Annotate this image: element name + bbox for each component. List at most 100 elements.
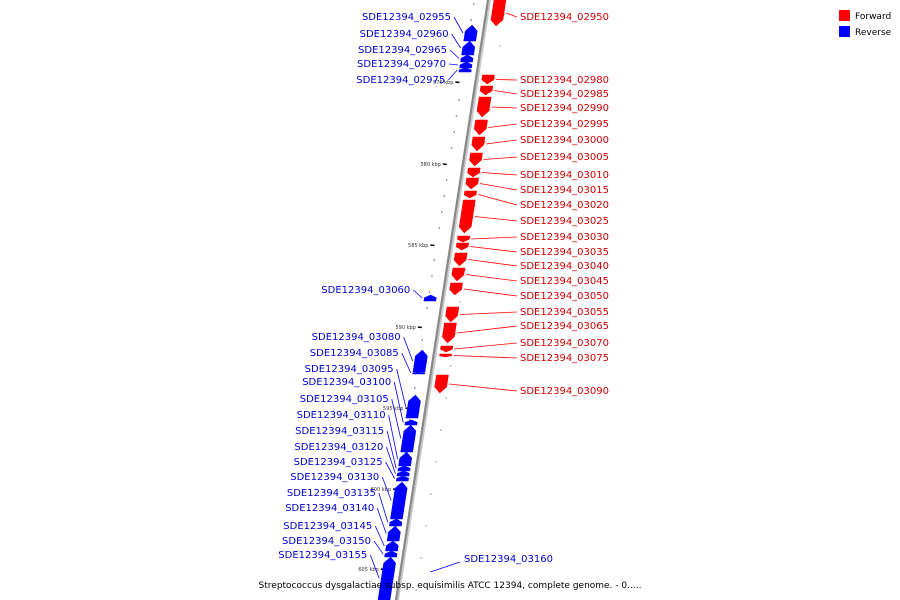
- gene-SDE12394_03030[interactable]: [457, 235, 471, 243]
- gene-label[interactable]: SDE12394_02995: [520, 119, 609, 130]
- gene-SDE12394_03055[interactable]: [445, 306, 460, 323]
- gene-SDE12394_03080[interactable]: [412, 349, 428, 373]
- gene-label[interactable]: SDE12394_03090: [520, 386, 609, 397]
- gene-SDE12394_02975[interactable]: [458, 67, 472, 73]
- label-leader: [483, 156, 518, 160]
- gene-SDE12394_02955[interactable]: [463, 24, 478, 42]
- gene-label[interactable]: SDE12394_03085: [310, 348, 399, 359]
- gene-SDE12394_02965[interactable]: [460, 54, 474, 63]
- gene-label[interactable]: SDE12394_02985: [520, 89, 609, 100]
- gene-label[interactable]: SDE12394_03070: [520, 338, 609, 349]
- gene-SDE12394_03145[interactable]: [385, 540, 399, 552]
- gene-SDE12394_03035[interactable]: [455, 242, 470, 251]
- gene-label[interactable]: SDE12394_03100: [302, 377, 391, 388]
- gene-SDE12394_03020[interactable]: [463, 190, 478, 199]
- gene-SDE12394_02990[interactable]: [476, 96, 492, 118]
- gene-SDE12394_03105[interactable]: [400, 424, 417, 453]
- gene-SDE12394_03125[interactable]: [395, 475, 409, 482]
- gene-SDE12394_03110[interactable]: [398, 451, 413, 467]
- gene-SDE12394_03045[interactable]: [451, 267, 466, 282]
- legend-forward-swatch: [839, 10, 850, 21]
- gene-label[interactable]: SDE12394_02970: [357, 59, 446, 70]
- gene-SDE12394_03100[interactable]: [404, 419, 418, 426]
- gene-SDE12394_02950[interactable]: [490, 0, 507, 27]
- gene-label[interactable]: SDE12394_02960: [360, 29, 449, 40]
- gene-SDE12394_03060[interactable]: [423, 294, 437, 302]
- gene-SDE12394_03115[interactable]: [397, 465, 411, 472]
- gene-SDE12394_02985[interactable]: [479, 85, 494, 96]
- gene-SDE12394_03070[interactable]: [440, 345, 454, 353]
- gene-SDE12394_02970[interactable]: [459, 61, 473, 69]
- label-leader: [413, 289, 423, 299]
- gene-label[interactable]: SDE12394_03075: [520, 353, 609, 364]
- label-leader: [430, 561, 461, 573]
- label-leader: [369, 554, 380, 579]
- gene-SDE12394_03120[interactable]: [396, 470, 410, 477]
- gene-SDE12394_03010[interactable]: [467, 167, 481, 178]
- gene-label[interactable]: SDE12394_03050: [520, 291, 609, 302]
- gene-label[interactable]: SDE12394_03080: [312, 332, 401, 343]
- gene-label[interactable]: SDE12394_03095: [305, 364, 394, 375]
- label-leader: [388, 414, 399, 460]
- gene-label[interactable]: SDE12394_03125: [294, 457, 383, 468]
- gene-SDE12394_03025[interactable]: [458, 199, 476, 234]
- gene-label[interactable]: SDE12394_02965: [358, 45, 447, 56]
- gene-SDE12394_03065[interactable]: [442, 322, 457, 344]
- gene-SDE12394_03050[interactable]: [449, 282, 463, 296]
- gene-SDE12394_03095[interactable]: [405, 394, 421, 419]
- gene-SDE12394_02995[interactable]: [473, 119, 488, 136]
- gene-label[interactable]: SDE12394_02950: [520, 12, 609, 23]
- gene-label[interactable]: SDE12394_03115: [295, 426, 384, 437]
- label-leader: [451, 33, 461, 49]
- gene-label[interactable]: SDE12394_03000: [520, 135, 609, 146]
- gene-label[interactable]: SDE12394_03145: [283, 521, 372, 532]
- scale-tick: [430, 244, 435, 247]
- gene-SDE12394_03150[interactable]: [384, 550, 398, 558]
- gene-SDE12394_03135[interactable]: [389, 518, 403, 527]
- gene-SDE12394_02980[interactable]: [481, 74, 495, 85]
- label-leader: [448, 63, 459, 66]
- scale-tick: [455, 81, 460, 84]
- gene-label[interactable]: SDE12394_03155: [278, 550, 367, 561]
- gene-label[interactable]: SDE12394_03110: [297, 410, 386, 421]
- gene-label[interactable]: SDE12394_03045: [520, 276, 609, 287]
- gene-SDE12394_03140[interactable]: [386, 525, 401, 542]
- gene-SDE12394_03040[interactable]: [453, 252, 468, 267]
- legend-reverse-swatch: [839, 26, 850, 37]
- gene-label[interactable]: SDE12394_03040: [520, 261, 609, 272]
- gene-label[interactable]: SDE12394_03130: [290, 472, 379, 483]
- gene-label[interactable]: SDE12394_03035: [520, 247, 609, 258]
- gene-label[interactable]: SDE12394_03020: [520, 200, 609, 211]
- label-leader: [491, 106, 518, 109]
- gene-SDE12394_03015[interactable]: [465, 177, 479, 190]
- label-leader: [481, 172, 518, 176]
- gene-SDE12394_03155[interactable]: [377, 556, 396, 600]
- gene-SDE12394_03090[interactable]: [434, 374, 449, 394]
- gene-label[interactable]: SDE12394_03065: [520, 321, 609, 332]
- gene-label[interactable]: SDE12394_02975: [356, 75, 445, 86]
- gene-label[interactable]: SDE12394_02980: [520, 75, 609, 86]
- gene-SDE12394_03085[interactable]: [412, 371, 426, 375]
- gene-label[interactable]: SDE12394_03015: [520, 185, 609, 196]
- gene-SDE12394_03005[interactable]: [469, 152, 483, 167]
- gene-SDE12394_03000[interactable]: [471, 136, 486, 152]
- scale-label: 585 kbp: [408, 243, 428, 249]
- gene-label[interactable]: SDE12394_03010: [520, 170, 609, 181]
- gene-label[interactable]: SDE12394_02990: [520, 103, 609, 114]
- gene-label[interactable]: SDE12394_03160: [464, 554, 553, 565]
- gene-label[interactable]: SDE12394_03150: [282, 536, 371, 547]
- gene-label[interactable]: SDE12394_03055: [520, 307, 609, 318]
- gene-label[interactable]: SDE12394_03060: [321, 285, 410, 296]
- gene-label[interactable]: SDE12394_03140: [285, 503, 374, 514]
- gene-SDE12394_03130[interactable]: [390, 481, 408, 520]
- gene-SDE12394_03075[interactable]: [439, 353, 453, 358]
- gene-label[interactable]: SDE12394_03135: [287, 488, 376, 499]
- gene-label[interactable]: SDE12394_03005: [520, 152, 609, 163]
- gene-label[interactable]: SDE12394_03120: [294, 442, 383, 453]
- gene-label[interactable]: SDE12394_03105: [300, 394, 389, 405]
- gene-label[interactable]: SDE12394_03025: [520, 216, 609, 227]
- gene-SDE12394_02960[interactable]: [461, 40, 476, 56]
- gene-label[interactable]: SDE12394_02955: [362, 12, 451, 23]
- gene-label[interactable]: SDE12394_03030: [520, 232, 609, 243]
